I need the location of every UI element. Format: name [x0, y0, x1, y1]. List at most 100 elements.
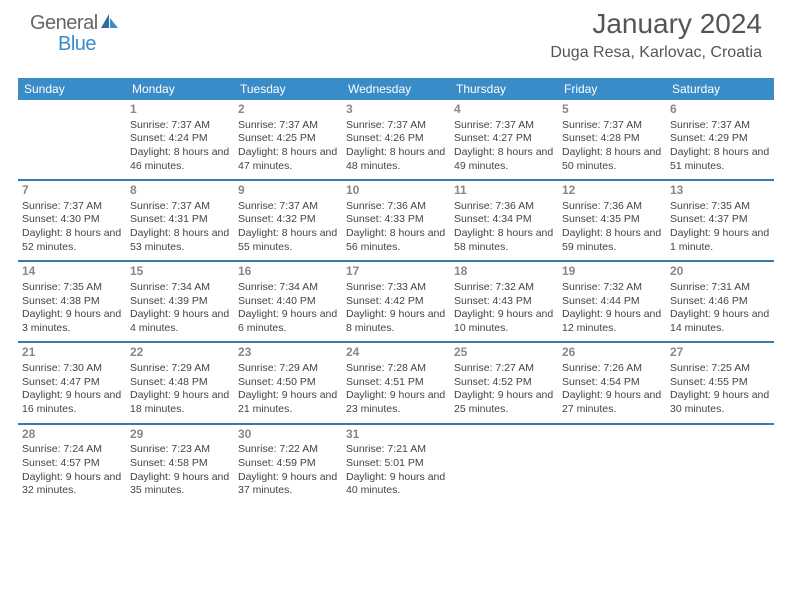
sunrise-line: Sunrise: 7:24 AM [22, 443, 122, 457]
day-number: 9 [238, 183, 338, 199]
day-number: 31 [346, 427, 446, 443]
daylight-line: Daylight: 9 hours and 1 minute. [670, 227, 770, 254]
day-cell: 10Sunrise: 7:36 AMSunset: 4:33 PMDayligh… [342, 181, 450, 260]
sunrise-line: Sunrise: 7:34 AM [130, 281, 230, 295]
sunset-line: Sunset: 4:30 PM [22, 213, 122, 227]
day-number: 3 [346, 102, 446, 118]
day-cell: 28Sunrise: 7:24 AMSunset: 4:57 PMDayligh… [18, 425, 126, 504]
sunrise-line: Sunrise: 7:35 AM [670, 200, 770, 214]
day-cell: 3Sunrise: 7:37 AMSunset: 4:26 PMDaylight… [342, 100, 450, 179]
day-number: 30 [238, 427, 338, 443]
sunrise-line: Sunrise: 7:37 AM [670, 119, 770, 133]
sunrise-line: Sunrise: 7:25 AM [670, 362, 770, 376]
day-cell: 2Sunrise: 7:37 AMSunset: 4:25 PMDaylight… [234, 100, 342, 179]
calendar: SundayMondayTuesdayWednesdayThursdayFrid… [18, 78, 774, 504]
day-cell: 22Sunrise: 7:29 AMSunset: 4:48 PMDayligh… [126, 343, 234, 422]
week-row: 7Sunrise: 7:37 AMSunset: 4:30 PMDaylight… [18, 181, 774, 262]
sunset-line: Sunset: 4:52 PM [454, 376, 554, 390]
week-row: 1Sunrise: 7:37 AMSunset: 4:24 PMDaylight… [18, 100, 774, 181]
sunrise-line: Sunrise: 7:34 AM [238, 281, 338, 295]
day-cell [558, 425, 666, 504]
sunset-line: Sunset: 4:33 PM [346, 213, 446, 227]
sunset-line: Sunset: 4:57 PM [22, 457, 122, 471]
day-header-row: SundayMondayTuesdayWednesdayThursdayFrid… [18, 78, 774, 100]
daylight-line: Daylight: 9 hours and 23 minutes. [346, 389, 446, 416]
daylight-line: Daylight: 8 hours and 48 minutes. [346, 146, 446, 173]
location-label: Duga Resa, Karlovac, Croatia [550, 44, 762, 62]
day-number: 16 [238, 264, 338, 280]
sunset-line: Sunset: 5:01 PM [346, 457, 446, 471]
sunrise-line: Sunrise: 7:32 AM [454, 281, 554, 295]
day-number: 5 [562, 102, 662, 118]
day-cell: 4Sunrise: 7:37 AMSunset: 4:27 PMDaylight… [450, 100, 558, 179]
sunset-line: Sunset: 4:55 PM [670, 376, 770, 390]
day-number: 26 [562, 345, 662, 361]
day-header: Tuesday [234, 78, 342, 100]
daylight-line: Daylight: 9 hours and 12 minutes. [562, 308, 662, 335]
day-cell: 25Sunrise: 7:27 AMSunset: 4:52 PMDayligh… [450, 343, 558, 422]
day-number: 20 [670, 264, 770, 280]
day-number: 24 [346, 345, 446, 361]
daylight-line: Daylight: 8 hours and 58 minutes. [454, 227, 554, 254]
logo-text-general: General [30, 12, 98, 35]
day-number: 19 [562, 264, 662, 280]
day-number: 17 [346, 264, 446, 280]
day-number: 10 [346, 183, 446, 199]
day-number: 27 [670, 345, 770, 361]
logo-text-blue: Blue [58, 33, 120, 56]
sunset-line: Sunset: 4:26 PM [346, 132, 446, 146]
sunrise-line: Sunrise: 7:37 AM [454, 119, 554, 133]
day-number: 6 [670, 102, 770, 118]
day-cell: 6Sunrise: 7:37 AMSunset: 4:29 PMDaylight… [666, 100, 774, 179]
sunrise-line: Sunrise: 7:29 AM [238, 362, 338, 376]
day-cell [666, 425, 774, 504]
daylight-line: Daylight: 9 hours and 21 minutes. [238, 389, 338, 416]
sunset-line: Sunset: 4:47 PM [22, 376, 122, 390]
sunset-line: Sunset: 4:35 PM [562, 213, 662, 227]
sunset-line: Sunset: 4:48 PM [130, 376, 230, 390]
day-cell: 23Sunrise: 7:29 AMSunset: 4:50 PMDayligh… [234, 343, 342, 422]
logo-sail-icon [100, 13, 120, 34]
sunrise-line: Sunrise: 7:37 AM [22, 200, 122, 214]
daylight-line: Daylight: 9 hours and 3 minutes. [22, 308, 122, 335]
day-header: Thursday [450, 78, 558, 100]
sunset-line: Sunset: 4:25 PM [238, 132, 338, 146]
day-cell [18, 100, 126, 179]
sunrise-line: Sunrise: 7:31 AM [670, 281, 770, 295]
day-cell: 27Sunrise: 7:25 AMSunset: 4:55 PMDayligh… [666, 343, 774, 422]
day-cell: 19Sunrise: 7:32 AMSunset: 4:44 PMDayligh… [558, 262, 666, 341]
day-number: 23 [238, 345, 338, 361]
day-number: 4 [454, 102, 554, 118]
day-header: Sunday [18, 78, 126, 100]
sunrise-line: Sunrise: 7:28 AM [346, 362, 446, 376]
day-number: 14 [22, 264, 122, 280]
month-title: January 2024 [550, 8, 762, 40]
day-cell: 9Sunrise: 7:37 AMSunset: 4:32 PMDaylight… [234, 181, 342, 260]
sunrise-line: Sunrise: 7:37 AM [562, 119, 662, 133]
sunset-line: Sunset: 4:43 PM [454, 295, 554, 309]
daylight-line: Daylight: 9 hours and 37 minutes. [238, 471, 338, 498]
title-block: January 2024 Duga Resa, Karlovac, Croati… [550, 8, 762, 62]
daylight-line: Daylight: 9 hours and 25 minutes. [454, 389, 554, 416]
day-cell: 13Sunrise: 7:35 AMSunset: 4:37 PMDayligh… [666, 181, 774, 260]
sunset-line: Sunset: 4:50 PM [238, 376, 338, 390]
day-number: 22 [130, 345, 230, 361]
sunrise-line: Sunrise: 7:37 AM [238, 119, 338, 133]
day-number: 8 [130, 183, 230, 199]
week-row: 28Sunrise: 7:24 AMSunset: 4:57 PMDayligh… [18, 425, 774, 504]
sunrise-line: Sunrise: 7:35 AM [22, 281, 122, 295]
day-cell: 26Sunrise: 7:26 AMSunset: 4:54 PMDayligh… [558, 343, 666, 422]
sunset-line: Sunset: 4:40 PM [238, 295, 338, 309]
header: GeneralBlue January 2024 Duga Resa, Karl… [0, 0, 792, 70]
day-number: 12 [562, 183, 662, 199]
daylight-line: Daylight: 9 hours and 40 minutes. [346, 471, 446, 498]
daylight-line: Daylight: 9 hours and 18 minutes. [130, 389, 230, 416]
daylight-line: Daylight: 9 hours and 14 minutes. [670, 308, 770, 335]
daylight-line: Daylight: 9 hours and 8 minutes. [346, 308, 446, 335]
day-header: Monday [126, 78, 234, 100]
day-number: 18 [454, 264, 554, 280]
day-cell: 31Sunrise: 7:21 AMSunset: 5:01 PMDayligh… [342, 425, 450, 504]
day-number: 2 [238, 102, 338, 118]
day-cell: 29Sunrise: 7:23 AMSunset: 4:58 PMDayligh… [126, 425, 234, 504]
day-cell [450, 425, 558, 504]
